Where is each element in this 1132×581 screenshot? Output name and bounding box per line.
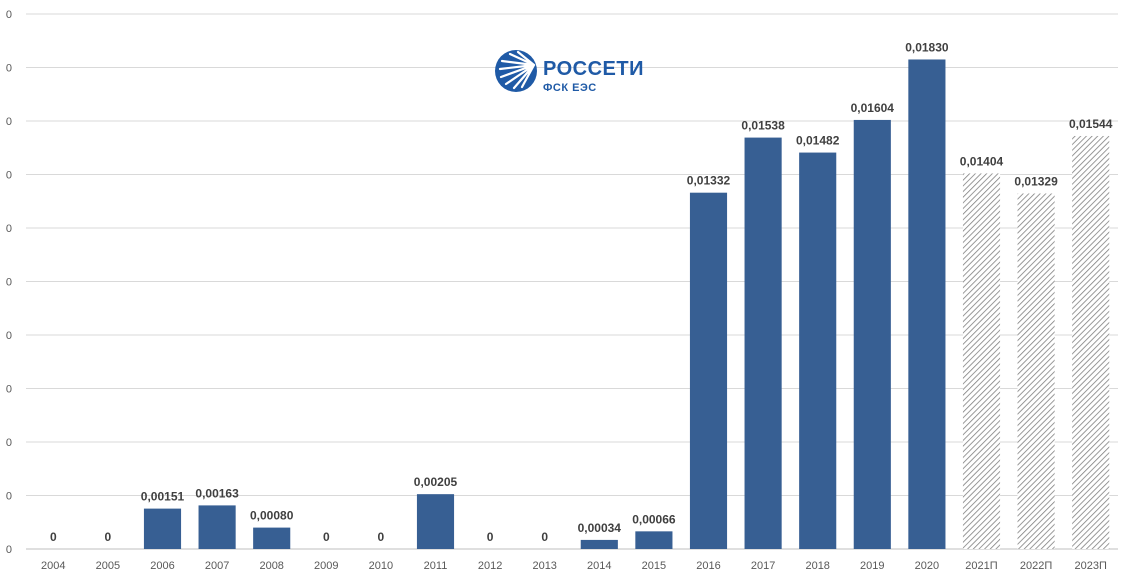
x-tick-label: 2014 xyxy=(587,560,611,572)
x-tick-label: 2004 xyxy=(41,560,65,572)
x-tick-label: 2011 xyxy=(424,560,448,572)
forecast-bar xyxy=(1072,135,1110,550)
x-tick-label: 2005 xyxy=(96,560,120,572)
y-tick-label: 0 xyxy=(6,63,12,75)
gridlines xyxy=(26,13,1118,550)
bar xyxy=(908,59,946,549)
y-tick-label: 0 xyxy=(6,9,12,21)
data-label: 0 xyxy=(487,530,494,544)
x-axis-ticks: 2004 2005 2006 2007 2008 2009 2010 2011 2012 2013… xyxy=(41,560,1107,572)
x-tick-label: 2022П xyxy=(1020,560,1052,572)
data-label: 0 xyxy=(50,530,57,544)
data-label: 0 xyxy=(105,530,112,544)
y-tick-label: 0 xyxy=(6,170,12,182)
x-tick-label: 2010 xyxy=(369,560,393,572)
data-label: 0 xyxy=(323,530,330,544)
data-label: 0,00034 xyxy=(578,521,622,535)
data-label: 0,01544 xyxy=(1069,117,1113,131)
x-tick-label: 2021П xyxy=(965,560,997,572)
x-tick-label: 2019 xyxy=(860,560,884,572)
bar xyxy=(744,137,782,549)
x-tick-label: 2016 xyxy=(696,560,720,572)
data-label: 0,01332 xyxy=(687,174,731,188)
y-tick-label: 0 xyxy=(6,277,12,289)
y-tick-label: 0 xyxy=(6,116,12,128)
rosseti-emblem-icon xyxy=(495,50,537,92)
x-tick-label: 2007 xyxy=(205,560,229,572)
rosseti-logo: РОССЕТИ ФСК ЕЭС xyxy=(495,50,644,94)
bar xyxy=(689,192,728,549)
data-label: 0,01482 xyxy=(796,134,840,148)
data-label: 0 xyxy=(378,530,385,544)
forecast-bar xyxy=(1017,193,1055,549)
x-tick-label: 2023П xyxy=(1075,560,1107,572)
x-tick-label: 2006 xyxy=(150,560,174,572)
x-tick-label: 2020 xyxy=(915,560,939,572)
data-label: 0,01830 xyxy=(905,40,949,54)
x-tick-label: 2013 xyxy=(532,560,556,572)
data-label: 0,01404 xyxy=(960,154,1004,168)
y-tick-label: 0 xyxy=(6,491,12,503)
x-tick-label: 2018 xyxy=(805,560,829,572)
bar xyxy=(253,527,291,549)
y-tick-label: 0 xyxy=(6,384,12,396)
x-tick-label: 2008 xyxy=(259,560,283,572)
x-tick-label: 2012 xyxy=(478,560,502,572)
data-label: 0,01329 xyxy=(1014,174,1058,188)
data-label: 0,00080 xyxy=(250,509,294,523)
bar xyxy=(143,508,182,549)
bar xyxy=(635,531,673,549)
x-tick-label: 2009 xyxy=(314,560,338,572)
data-label: 0,01604 xyxy=(851,101,895,115)
bar xyxy=(580,539,618,549)
data-label: 0,01538 xyxy=(741,119,785,133)
logo-name: РОССЕТИ xyxy=(543,58,644,80)
data-label: 0,00163 xyxy=(195,486,239,500)
bar xyxy=(416,494,455,549)
forecast-bar xyxy=(962,173,1001,549)
logo-subtitle: ФСК ЕЭС xyxy=(543,82,597,94)
bar xyxy=(198,505,236,549)
y-tick-label: 0 xyxy=(6,437,12,449)
bar xyxy=(799,152,837,549)
data-label: 0,00151 xyxy=(141,490,185,504)
data-label: 0 xyxy=(541,530,548,544)
data-label: 0,00066 xyxy=(632,512,676,526)
y-tick-label: 0 xyxy=(6,544,12,556)
data-label: 0,00205 xyxy=(414,475,458,489)
y-tick-label: 0 xyxy=(6,330,12,342)
bars xyxy=(143,59,1110,550)
bar xyxy=(853,119,891,550)
x-tick-label: 2015 xyxy=(642,560,666,572)
x-tick-label: 2017 xyxy=(751,560,775,572)
data-labels: 0 0 0,00151 0,00163 0,00080 0 0 0,00205 0 0 0,0003… xyxy=(50,40,1113,544)
y-axis-ticks: 0 0 0 0 0 0 0 0 0 0 0 xyxy=(6,9,12,556)
y-tick-label: 0 xyxy=(6,223,12,235)
